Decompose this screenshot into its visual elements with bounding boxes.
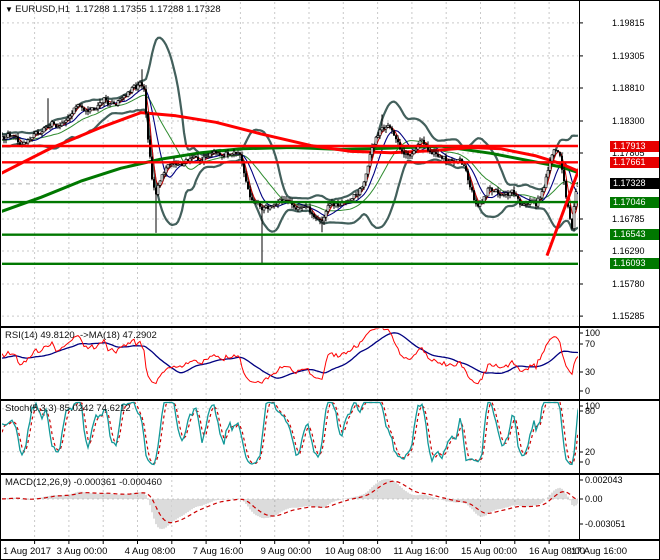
stoch-scale-label: 0 — [585, 457, 590, 467]
main-chart-panel[interactable] — [1, 2, 585, 326]
support-price-badge[interactable]: 1.16093 — [610, 258, 659, 269]
time-axis-label: 7 Aug 16:00 — [193, 546, 244, 557]
rsi-ma-line — [2, 332, 578, 379]
time-axis-label: 1 Aug 2017 — [3, 546, 51, 557]
rsi-scale-label: 70 — [585, 339, 595, 349]
stoch-scale-label: 20 — [585, 447, 595, 457]
rsi-panel[interactable] — [2, 328, 578, 399]
price-scale-label: 1.15285 — [612, 311, 645, 321]
stoch-main-line — [2, 401, 578, 466]
resistance-price-badge[interactable]: 1.17661 — [610, 157, 659, 168]
panel-separator[interactable] — [1, 539, 660, 541]
price-scale-label: 1.18300 — [612, 116, 645, 126]
stoch-scale-label: 100 — [585, 401, 600, 411]
stoch-scale-label: 80 — [585, 406, 595, 416]
time-axis-label: 3 Aug 00:00 — [57, 546, 108, 557]
macd-histogram — [2, 479, 578, 529]
rsi-line — [2, 328, 578, 385]
rsi-scale-label: 0 — [585, 386, 590, 396]
price-scale-label: 1.16290 — [612, 246, 645, 256]
stochastic-panel[interactable] — [2, 401, 578, 473]
price-scale[interactable]: 1.19815 1.19305 1.18810 1.18300 1.17805 1.167… — [579, 18, 645, 529]
time-axis-label: 4 Aug 08:00 — [125, 546, 176, 557]
macd-panel[interactable] — [2, 475, 578, 539]
support-price-badge[interactable]: 1.16543 — [610, 229, 659, 240]
support-price-badge[interactable]: 1.17046 — [610, 197, 659, 208]
macd-signal-line — [2, 480, 578, 524]
price-scale-label: 1.16785 — [612, 214, 645, 224]
time-axis-label: 17 Aug 16:00 — [571, 546, 627, 557]
price-scale-label: 1.17805 — [612, 148, 645, 158]
ma-red-thick — [2, 111, 578, 175]
macd-scale-label: 0.002043 — [585, 475, 623, 485]
time-axis-label: 15 Aug 00:00 — [461, 546, 517, 557]
panel-separator[interactable] — [1, 399, 660, 401]
chevron-down-icon[interactable]: ▼ — [5, 5, 16, 14]
bull-candle-bodies — [2, 82, 578, 229]
panel-separator[interactable] — [1, 326, 660, 328]
time-axis-label: 10 Aug 08:00 — [325, 546, 381, 557]
price-scale-label: 1.15780 — [612, 279, 645, 289]
current-price-badge: 1.17328 — [610, 178, 659, 189]
time-axis-label: 9 Aug 00:00 — [261, 546, 312, 557]
price-scale-label: 1.19815 — [612, 18, 645, 28]
panel-separator[interactable] — [1, 473, 660, 475]
vertical-gridlines — [34, 401, 550, 473]
rsi-scale-label: 100 — [585, 328, 600, 338]
ma-green-thick — [2, 144, 578, 213]
price-scale-label: 1.19305 — [612, 51, 645, 61]
macd-scale-label: 0.00 — [585, 494, 603, 504]
vertical-gridlines — [34, 475, 550, 539]
bollinger-lower-band — [2, 108, 578, 233]
price-scale-label: 1.18810 — [612, 83, 645, 93]
rsi-scale-label: 30 — [585, 367, 595, 377]
resistance-price-badge[interactable]: 1.17913 — [610, 141, 659, 152]
time-axis-label: 16 Aug 08:00 — [529, 546, 585, 557]
trendline[interactable] — [545, 153, 585, 257]
time-axis[interactable]: 1 Aug 2017 3 Aug 00:00 4 Aug 08:00 7 Aug 16… — [3, 541, 627, 557]
bollinger-upper-band — [2, 36, 578, 202]
macd-scale-label: -0.003051 — [585, 519, 626, 529]
time-axis-label: 11 Aug 16:00 — [393, 546, 448, 557]
